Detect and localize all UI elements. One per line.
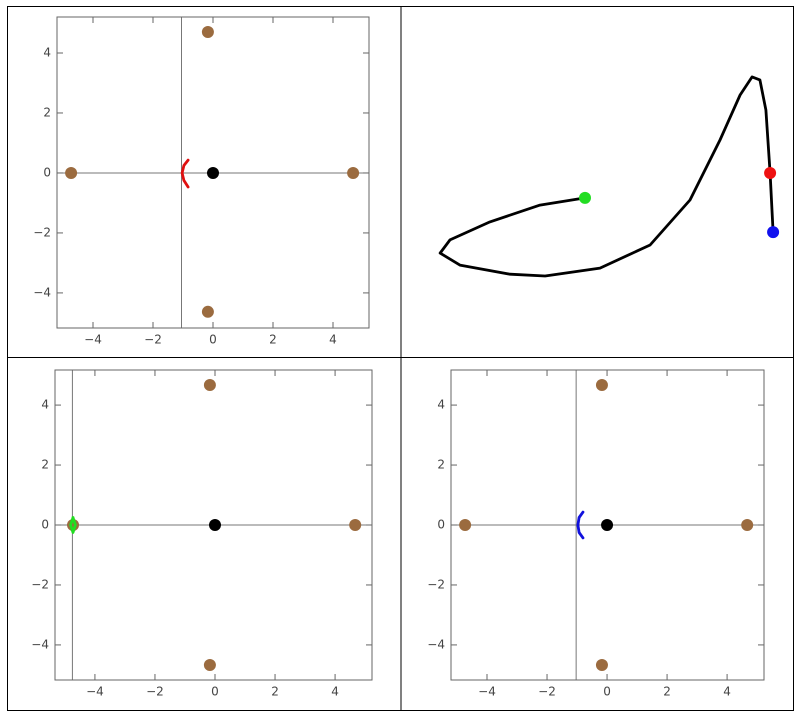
- y-tick-label: −2: [33, 225, 51, 239]
- y-tick-label: −4: [33, 285, 51, 299]
- curve: [576, 510, 585, 540]
- point: [207, 166, 219, 179]
- y-tick-label: 4: [43, 45, 51, 59]
- y-tick-label: −2: [427, 577, 445, 591]
- x-tick-label: 0: [603, 685, 611, 699]
- x-tick-label: 2: [269, 333, 277, 347]
- x-tick-label: 0: [209, 333, 217, 347]
- point: [579, 191, 591, 204]
- curve: [69, 516, 77, 534]
- y-tick-label: 2: [437, 458, 445, 472]
- point: [741, 519, 754, 531]
- point: [349, 519, 362, 531]
- point: [764, 166, 777, 179]
- x-tick-label: −2: [146, 685, 164, 699]
- y-tick-label: 0: [43, 165, 51, 179]
- x-tick-label: 2: [663, 685, 671, 699]
- point: [347, 166, 360, 179]
- x-tick-label: 0: [211, 685, 219, 699]
- x-tick-label: −2: [144, 333, 162, 347]
- y-tick-label: 0: [437, 518, 445, 532]
- point: [209, 519, 222, 531]
- point: [601, 519, 614, 531]
- x-tick-label: −4: [478, 685, 496, 699]
- point: [459, 519, 472, 531]
- y-tick-label: −4: [31, 637, 49, 651]
- point: [201, 305, 214, 318]
- y-tick-label: 4: [41, 398, 49, 412]
- y-tick-label: 2: [43, 105, 51, 119]
- y-tick-label: 2: [41, 458, 49, 472]
- x-tick-label: −4: [86, 685, 104, 699]
- point: [201, 25, 214, 38]
- point: [67, 519, 80, 531]
- x-tick-label: 4: [329, 333, 337, 347]
- x-tick-label: 4: [331, 685, 339, 699]
- y-tick-label: −4: [427, 637, 445, 651]
- x-tick-label: 4: [723, 685, 731, 699]
- point: [65, 166, 78, 179]
- y-tick-label: −2: [31, 577, 49, 591]
- point: [595, 659, 608, 672]
- point: [595, 378, 608, 391]
- x-tick-label: −4: [84, 333, 102, 347]
- point: [203, 378, 216, 391]
- point: [767, 226, 780, 239]
- curve: [180, 158, 190, 189]
- y-tick-label: 0: [41, 518, 49, 532]
- curve: [438, 75, 775, 278]
- point: [203, 659, 216, 672]
- y-tick-label: 4: [437, 398, 445, 412]
- x-tick-label: −2: [538, 685, 556, 699]
- x-tick-label: 2: [271, 685, 279, 699]
